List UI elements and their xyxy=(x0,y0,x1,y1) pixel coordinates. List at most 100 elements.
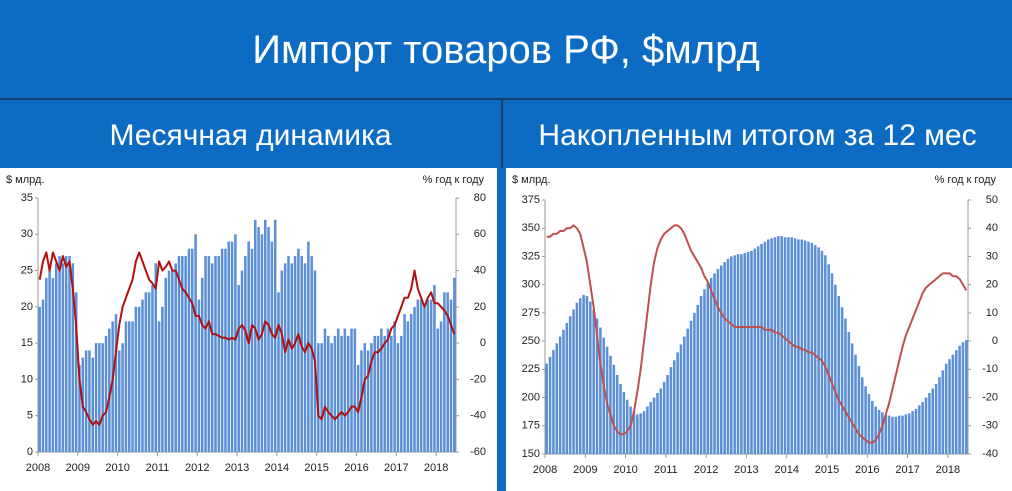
bar xyxy=(270,241,274,452)
bar xyxy=(706,282,710,454)
bar xyxy=(380,328,383,452)
bar xyxy=(568,316,572,454)
bar xyxy=(161,306,164,452)
y2-axis-label: % год к году xyxy=(423,174,485,186)
bar xyxy=(746,251,750,454)
bar xyxy=(693,312,696,454)
bar xyxy=(921,402,924,454)
bar xyxy=(453,277,456,452)
line xyxy=(546,224,968,444)
bar xyxy=(770,238,773,454)
bar xyxy=(429,299,433,452)
bar xyxy=(864,386,867,454)
bar xyxy=(108,328,111,452)
bar xyxy=(662,381,666,454)
bar xyxy=(210,263,214,452)
bar xyxy=(200,277,204,452)
bar xyxy=(45,277,48,452)
y2-tick-label: 0 xyxy=(480,337,486,349)
bar xyxy=(965,339,968,454)
divider xyxy=(501,100,503,168)
bar xyxy=(911,411,914,454)
y2-tick-label: 0 xyxy=(992,335,998,347)
bar xyxy=(887,415,891,454)
bar xyxy=(118,350,121,452)
bar xyxy=(552,350,555,454)
bar xyxy=(562,329,565,454)
bar xyxy=(649,402,653,454)
x-tick-label: 2014 xyxy=(774,464,798,476)
bar xyxy=(400,335,403,452)
bar xyxy=(709,277,713,454)
bar xyxy=(197,299,201,452)
y-tick-label: 275 xyxy=(522,307,540,319)
y-tick-label: 175 xyxy=(522,420,540,432)
x-tick-label: 2015 xyxy=(304,462,328,474)
y-tick-label: 25 xyxy=(21,264,33,276)
bar xyxy=(250,248,254,452)
bar xyxy=(656,393,659,454)
bar xyxy=(370,343,373,452)
x-tick-label: 2012 xyxy=(185,462,209,474)
bar xyxy=(958,345,961,454)
bar xyxy=(904,414,908,454)
y2-tick-label: -20 xyxy=(982,391,998,403)
bar xyxy=(124,321,128,452)
bar xyxy=(310,256,313,452)
chart-title: Месячная динамика xyxy=(109,119,392,152)
bar xyxy=(144,292,148,452)
bar xyxy=(589,301,592,454)
y2-tick-label: -40 xyxy=(470,410,486,422)
bar xyxy=(101,343,104,452)
y2-tick-label: -60 xyxy=(470,446,486,458)
bar xyxy=(666,374,669,454)
bar xyxy=(941,370,945,454)
bar xyxy=(41,299,45,452)
bar xyxy=(609,355,612,454)
y-tick-label: 15 xyxy=(21,337,33,349)
bar xyxy=(582,294,585,454)
bar xyxy=(545,363,548,454)
bar xyxy=(652,397,656,454)
bar xyxy=(207,256,211,452)
bar xyxy=(383,335,386,452)
bar xyxy=(824,255,827,454)
bar xyxy=(91,357,94,452)
bar xyxy=(137,306,141,452)
bar xyxy=(439,321,443,452)
bar xyxy=(184,256,187,452)
bar xyxy=(689,320,693,454)
bar xyxy=(575,302,579,454)
bar xyxy=(944,363,948,454)
bar xyxy=(659,388,663,454)
bar xyxy=(237,285,240,452)
y-tick-label: 10 xyxy=(21,373,33,385)
chart: $ млрд. % год к году 0 5 10 15 20 25 30 35 -60 -40 -… xyxy=(0,168,497,491)
bar xyxy=(247,241,250,452)
bar xyxy=(224,248,227,452)
bar xyxy=(850,343,854,454)
bar xyxy=(307,241,310,452)
bar xyxy=(813,245,817,454)
bar xyxy=(756,246,760,454)
bar xyxy=(167,270,171,452)
bar xyxy=(443,292,446,452)
bar xyxy=(396,343,400,452)
x-tick-label: 2016 xyxy=(344,462,368,474)
y2-tick-label: 40 xyxy=(986,222,998,234)
y-tick-label: 150 xyxy=(522,448,540,460)
bar xyxy=(416,299,420,452)
y2-tick-label: 30 xyxy=(986,250,998,262)
bar xyxy=(154,263,158,452)
bar xyxy=(71,263,75,452)
bar xyxy=(884,414,888,454)
bar xyxy=(837,295,841,454)
bar xyxy=(340,335,343,452)
bar xyxy=(931,388,935,454)
y-tick-label: 5 xyxy=(27,410,33,422)
x-tick-label: 2011 xyxy=(654,464,678,476)
bar xyxy=(141,299,144,452)
bar xyxy=(716,268,720,454)
bar xyxy=(817,247,820,454)
bar xyxy=(820,250,824,454)
